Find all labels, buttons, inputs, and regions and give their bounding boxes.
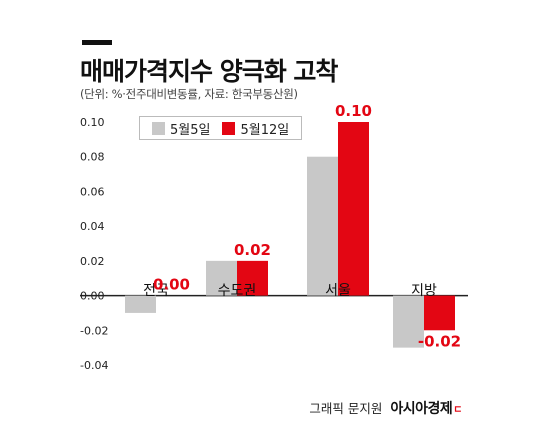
legend-label-series-2: 5월12일: [240, 122, 290, 138]
credit: 그래픽 문지원 아시아경제ㄷ: [309, 398, 462, 418]
category-label: 수도권: [218, 283, 257, 299]
y-tick-label: 0.06: [80, 185, 105, 198]
category-label: 전국: [143, 283, 169, 299]
chart-subtitle: (단위: %·전주대비변동률, 자료: 한국부동산원): [80, 87, 298, 101]
credit-text: 그래픽 문지원: [309, 401, 383, 416]
legend-swatch-series-1: [152, 121, 165, 135]
title-accent-rule: [82, 40, 112, 45]
y-tick-label: 0.10: [80, 116, 105, 129]
data-label: 0.10: [335, 102, 372, 120]
chart-legend: 5월5일 5월12일: [139, 116, 302, 140]
legend-item-series-1: 5월5일: [152, 119, 210, 138]
chart-title: 매매가격지수 양극화 고착: [80, 57, 338, 86]
bar-series-1: [307, 156, 338, 296]
data-label: 0.00: [153, 276, 190, 294]
bar-series-1: [125, 295, 156, 313]
bar-series-1: [206, 260, 237, 296]
bar-series-2: [338, 122, 369, 296]
y-tick-label: 0.04: [80, 220, 105, 233]
bar-series-2: [237, 260, 268, 296]
legend-label-series-1: 5월5일: [170, 122, 211, 138]
data-label: -0.02: [418, 332, 461, 350]
category-label: 서울: [325, 283, 351, 299]
category-label: 지방: [411, 283, 437, 299]
y-tick-label: 0.02: [80, 255, 105, 268]
brand-logo: 아시아경제ㄷ: [390, 398, 462, 418]
y-tick-label: 0.08: [80, 151, 105, 164]
brand-mark-icon: ㄷ: [453, 405, 462, 416]
bar-series-2: [424, 295, 455, 331]
legend-item-series-2: 5월12일: [222, 119, 289, 138]
brand-name: 아시아경제: [390, 401, 453, 417]
legend-swatch-series-2: [222, 121, 236, 135]
bar-series-1: [393, 295, 424, 348]
y-tick-label: -0.04: [80, 359, 108, 372]
y-tick-label: -0.02: [80, 324, 108, 337]
data-label: 0.02: [234, 241, 271, 259]
